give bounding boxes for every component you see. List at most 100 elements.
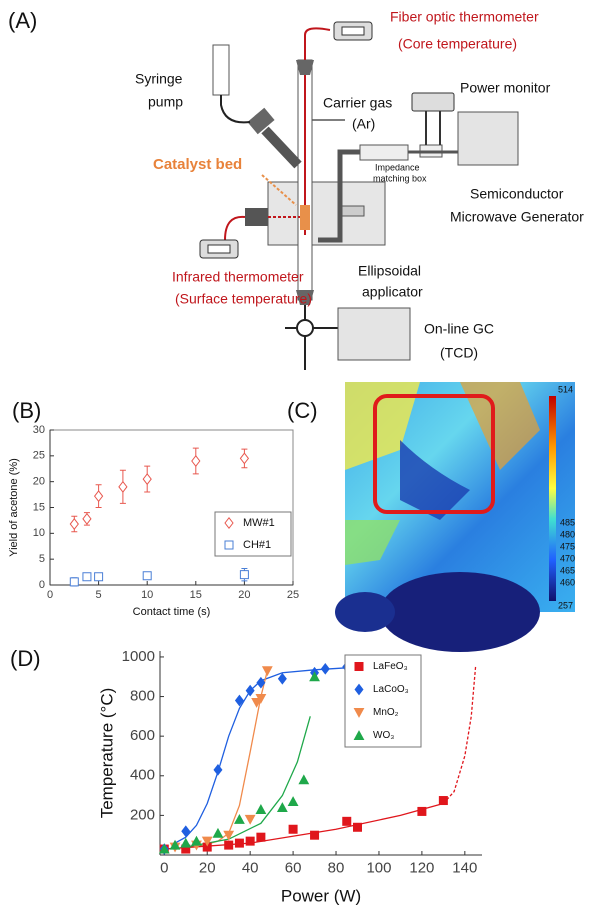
x-tick-label: 100	[366, 859, 391, 876]
marker	[82, 512, 92, 525]
colorbar-label: 460	[560, 577, 575, 587]
label: pump	[148, 94, 183, 110]
marker	[256, 676, 266, 689]
antenna	[341, 205, 365, 217]
marker	[288, 824, 298, 834]
marker	[224, 840, 234, 850]
y-tick-label: 200	[130, 806, 155, 823]
marker	[310, 830, 320, 840]
x-axis-label: Contact time (s)	[133, 606, 211, 618]
fit-line	[164, 802, 444, 850]
label: Syringe	[135, 71, 183, 87]
marker	[93, 490, 104, 503]
marker	[224, 516, 234, 530]
label: (Ar)	[352, 116, 375, 132]
y-tick-label: 10	[33, 527, 45, 539]
panel-label: (A)	[8, 8, 37, 33]
label: Fiber optic thermometer	[390, 9, 539, 25]
label: Microwave Generator	[450, 209, 584, 225]
marker	[158, 843, 170, 854]
region	[345, 520, 400, 565]
marker	[353, 708, 365, 718]
x-tick-label: 0	[160, 859, 168, 876]
legend-label: MW#1	[243, 517, 275, 529]
catalyst	[300, 205, 310, 230]
marker	[354, 683, 364, 696]
x-tick-label: 0	[47, 589, 53, 601]
panel-label: (B)	[12, 398, 41, 423]
region	[345, 382, 420, 470]
waveguide	[318, 149, 360, 243]
label: Semiconductor	[470, 186, 564, 202]
marker	[181, 825, 191, 838]
diagram: (A) Fiber optic thermometer (Core temper…	[8, 8, 584, 370]
label: Infrared thermometer	[172, 269, 304, 285]
region	[335, 592, 395, 632]
colorbar-label: 470	[560, 553, 575, 563]
marker	[287, 796, 299, 807]
marker	[118, 480, 128, 493]
marker	[255, 694, 267, 704]
marker	[342, 816, 352, 826]
colorbar-label: 485	[560, 517, 575, 527]
heatmap: (C) 514 485 480 475 470 465 460 257	[287, 382, 575, 652]
label: (Core temperature)	[398, 36, 517, 52]
generator	[457, 111, 519, 166]
legend-label: WO₃	[373, 730, 394, 741]
y-tick-label: 5	[39, 553, 45, 565]
side-arm	[261, 126, 302, 169]
marker	[69, 518, 79, 531]
label: matching box	[373, 173, 427, 183]
y-axis-label: Yield of acetone (%)	[8, 458, 20, 557]
fitting	[247, 107, 275, 135]
marker	[255, 804, 267, 814]
marker	[261, 666, 273, 677]
fit-line	[442, 666, 477, 804]
x-tick-label: 10	[141, 589, 153, 601]
applicator-box	[267, 181, 386, 246]
marker	[234, 813, 245, 824]
legend-label: LaCoO₃	[373, 684, 409, 695]
label: Power monitor	[460, 80, 551, 96]
marker	[277, 672, 287, 685]
legend-label: LaFeO₃	[373, 661, 408, 672]
panel-label: (C)	[287, 398, 318, 423]
marker	[224, 540, 234, 550]
y-tick-label: 400	[130, 767, 155, 784]
y-axis-label: Temperature (°C)	[97, 688, 116, 819]
colorbar-label: 480	[560, 529, 575, 539]
fit-line	[196, 670, 268, 848]
region	[400, 440, 470, 520]
fit-line	[185, 716, 311, 848]
marker	[142, 473, 152, 486]
label: Carrier gas	[323, 95, 392, 111]
marker	[245, 836, 255, 846]
y-tick-label: 15	[33, 501, 45, 513]
label: Impedance	[375, 162, 420, 172]
ir-cable	[224, 215, 246, 241]
panel-label: (D)	[10, 646, 41, 671]
label: (TCD)	[440, 345, 478, 361]
y-tick-label: 0	[39, 579, 45, 591]
colorbar	[549, 396, 556, 601]
label: On-line GC	[424, 321, 494, 337]
plot-frame	[160, 651, 482, 855]
plot-frame	[49, 429, 294, 586]
x-tick-label: 40	[242, 859, 259, 876]
marker	[354, 662, 364, 671]
marker	[169, 839, 181, 850]
label: Catalyst bed	[153, 156, 242, 173]
region	[460, 382, 540, 470]
x-tick-label: 20	[199, 859, 216, 876]
ir-head	[245, 208, 268, 226]
label: (Surface temperature)	[175, 291, 312, 307]
colorbar-label: 514	[558, 384, 573, 394]
impedance-box	[359, 144, 409, 161]
y-tick-label: 30	[33, 424, 45, 436]
x-tick-label: 60	[285, 859, 302, 876]
y-tick-label: 800	[130, 688, 155, 705]
marker	[82, 572, 92, 582]
colorbar-label: 465	[560, 565, 575, 575]
fitting	[296, 60, 314, 75]
valve	[296, 319, 314, 337]
